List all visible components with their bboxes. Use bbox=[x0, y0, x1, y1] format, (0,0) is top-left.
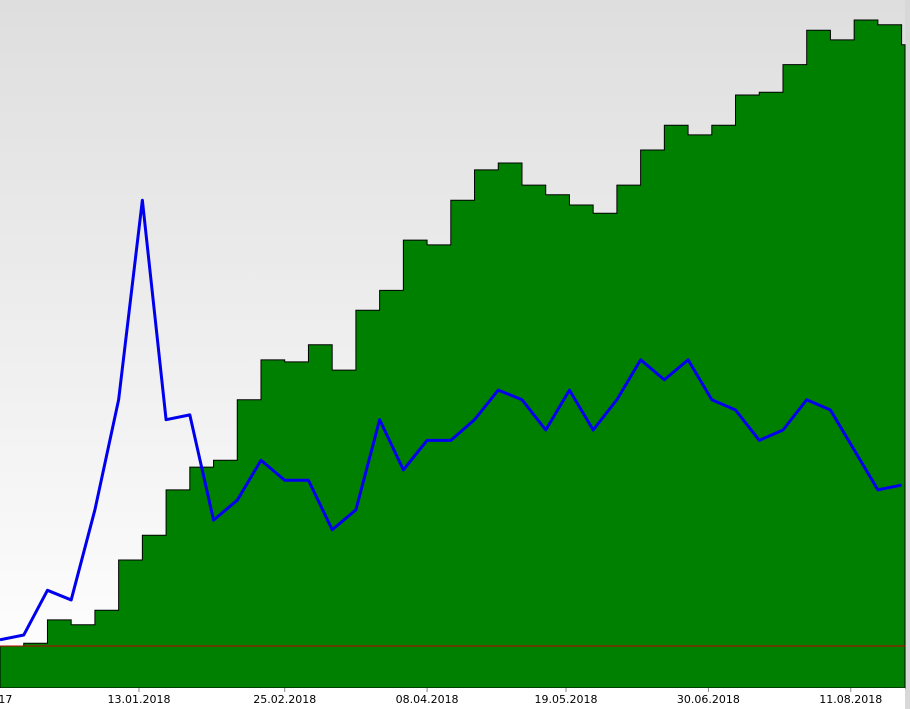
x-tick-label: .2017 bbox=[0, 693, 12, 706]
equity-area bbox=[0, 19, 906, 689]
x-tick-label: 19.05.2018 bbox=[535, 693, 598, 706]
right-border bbox=[905, 0, 910, 709]
x-tick-label: 11.08.2018 bbox=[819, 693, 882, 706]
x-tick-label: 30.06.2018 bbox=[677, 693, 740, 706]
x-axis-strip bbox=[0, 688, 905, 709]
x-tick-label: 25.02.2018 bbox=[253, 693, 316, 706]
x-tick-label: 13.01.2018 bbox=[107, 693, 170, 706]
price-line bbox=[0, 198, 902, 642]
x-tick-label: 08.04.2018 bbox=[396, 693, 459, 706]
